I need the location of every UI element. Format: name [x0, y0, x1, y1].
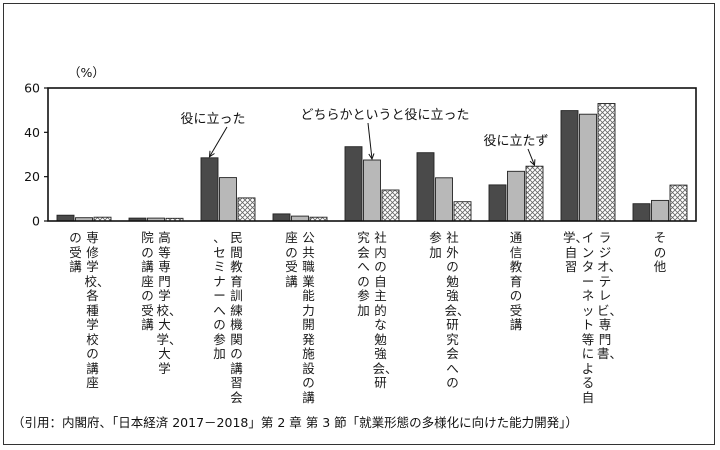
y-tick-label: 60	[24, 81, 40, 96]
category-label: 究会への参加	[357, 230, 370, 318]
category-label: 公共職業能力開発施設の講	[302, 230, 315, 405]
category-label: 社内の自主的な勉強会、研	[372, 230, 398, 390]
bar-series-2-cat-3	[219, 177, 237, 222]
category-label: 高等専門学校、大学、大学	[156, 230, 182, 376]
bar-series-3-cat-5	[381, 189, 400, 222]
bar-series-1-cat-5	[344, 146, 363, 222]
annotation-leader-line	[367, 122, 373, 160]
y-tick-label: 0	[32, 214, 40, 229]
bar-series-1-cat-7	[488, 184, 507, 222]
bar-series-1-cat-1	[56, 214, 75, 222]
bar-series-1-cat-4	[272, 213, 291, 222]
annotation-arrowhead	[368, 153, 375, 161]
category-label: 専修学校、各種学校の講座	[84, 230, 110, 390]
annotation-label: 役に立った	[180, 112, 245, 127]
category-label: 、セミナーへの参加	[213, 230, 226, 361]
bar-series-3-cat-9	[669, 184, 688, 222]
source-caption: （引用：内閣府、「日本経済 2017－2018」第 2 章 第 3 節「就業形態…	[12, 415, 578, 430]
bar-series-1-cat-9	[632, 203, 651, 222]
y-tick-label: 20	[24, 169, 40, 184]
category-label: の受講	[69, 230, 82, 274]
category-label: 座の受講	[285, 230, 298, 289]
category-label: ラジオ、テレビ、専門書、	[597, 230, 623, 361]
annotation-label: 役に立たず	[483, 134, 548, 149]
bar-series-1-cat-6	[416, 152, 435, 222]
bar-series-1-cat-8	[560, 110, 579, 222]
bar-series-1-cat-3	[200, 157, 219, 222]
category-label: その他	[653, 230, 667, 274]
bar-series-3-cat-7	[525, 165, 544, 222]
bar-series-2-cat-6	[435, 177, 453, 222]
bar-series-3-cat-3	[237, 197, 256, 222]
annotation-leader-line	[209, 126, 228, 158]
category-label: 通信教育の受講	[509, 230, 523, 332]
annotation-leader-line	[527, 148, 535, 166]
category-label: 院の講座の受講	[141, 230, 154, 332]
category-label: 民間教育訓練機関の講習会	[230, 230, 243, 405]
plot-area-border	[47, 87, 697, 222]
annotation-arrowhead	[529, 159, 536, 167]
category-label: 社外の勉強会、研究会への	[444, 230, 470, 390]
category-label: インターネット等による自	[581, 230, 595, 405]
annotation-label: どちらかというと役に立った	[300, 108, 469, 123]
bar-series-2-cat-7	[507, 170, 525, 222]
y-unit-label: （%）	[68, 65, 105, 80]
bar-series-2-cat-9	[651, 199, 669, 222]
category-label: 学、自習	[563, 230, 589, 274]
bar-series-3-cat-8	[597, 103, 616, 222]
y-tick-label: 40	[24, 125, 40, 140]
bar-series-2-cat-5	[363, 159, 381, 222]
figure-frame	[3, 3, 715, 445]
bar-series-2-cat-8	[579, 113, 597, 222]
annotation-arrowhead	[208, 150, 215, 158]
category-label: 参加	[429, 230, 442, 260]
bar-series-3-cat-6	[453, 201, 472, 222]
